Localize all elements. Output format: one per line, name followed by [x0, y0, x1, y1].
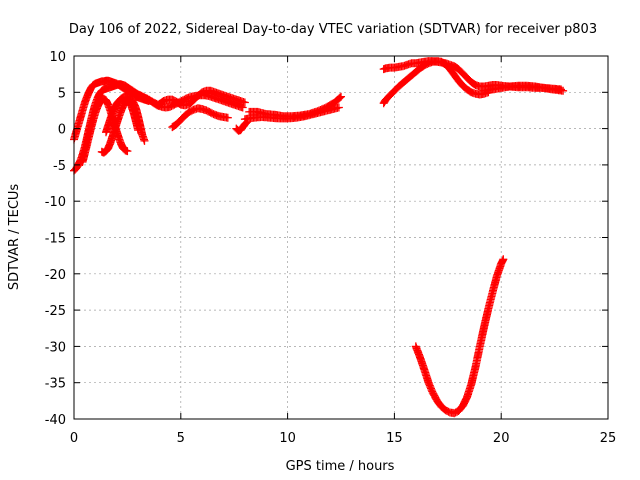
- series-arc-7: [155, 86, 249, 110]
- y-axis-title: SDTVAR / TECUs: [7, 184, 22, 291]
- data-point: [123, 147, 132, 156]
- grid: [74, 56, 608, 419]
- series-arc-9: [232, 118, 251, 135]
- y-tick-label: -25: [45, 304, 66, 319]
- data-point: [559, 86, 568, 95]
- x-tick-label: 20: [493, 431, 510, 446]
- y-axis: 10 5 0 -5 -10 -15 -20 -25 -30 -35 -40: [45, 50, 608, 428]
- y-tick-label: -10: [45, 195, 66, 210]
- data-point: [240, 98, 249, 107]
- y-tick-label: -15: [45, 232, 66, 247]
- series-arc-11: [240, 103, 343, 124]
- y-tick-label: -35: [45, 377, 66, 392]
- x-tick-label: 25: [600, 431, 617, 446]
- data-point: [337, 92, 345, 101]
- series-arc-14: [480, 81, 568, 95]
- series-arc-13: [379, 57, 493, 108]
- data-point: [499, 255, 508, 264]
- y-tick-label: -20: [45, 268, 66, 283]
- data-point: [335, 93, 344, 102]
- y-tick-label: 0: [58, 123, 66, 138]
- y-tick-label: 5: [58, 86, 66, 101]
- chart-title: Day 106 of 2022, Sidereal Day-to-day VTE…: [69, 22, 597, 37]
- x-tick-label: 0: [70, 431, 78, 446]
- y-tick-label: 10: [49, 50, 66, 65]
- x-tick-label: 5: [177, 431, 185, 446]
- y-tick-label: -40: [45, 413, 66, 428]
- x-axis-title: GPS time / hours: [286, 459, 395, 474]
- data-point: [334, 103, 343, 112]
- series-arc-15: [411, 255, 508, 418]
- x-axis: 0 5 10 15 20 25: [70, 56, 616, 446]
- data-point: [140, 136, 149, 145]
- data-point: [134, 126, 143, 135]
- series-arc-8: [168, 104, 232, 132]
- y-tick-label: -30: [45, 340, 66, 355]
- x-tick-label: 15: [386, 431, 403, 446]
- data-point: [223, 113, 232, 122]
- data-point: [238, 103, 247, 112]
- series-arc-5: [102, 93, 143, 137]
- x-tick-label: 10: [279, 431, 296, 446]
- data-series-group: [70, 57, 568, 418]
- y-tick-label: -5: [53, 159, 66, 174]
